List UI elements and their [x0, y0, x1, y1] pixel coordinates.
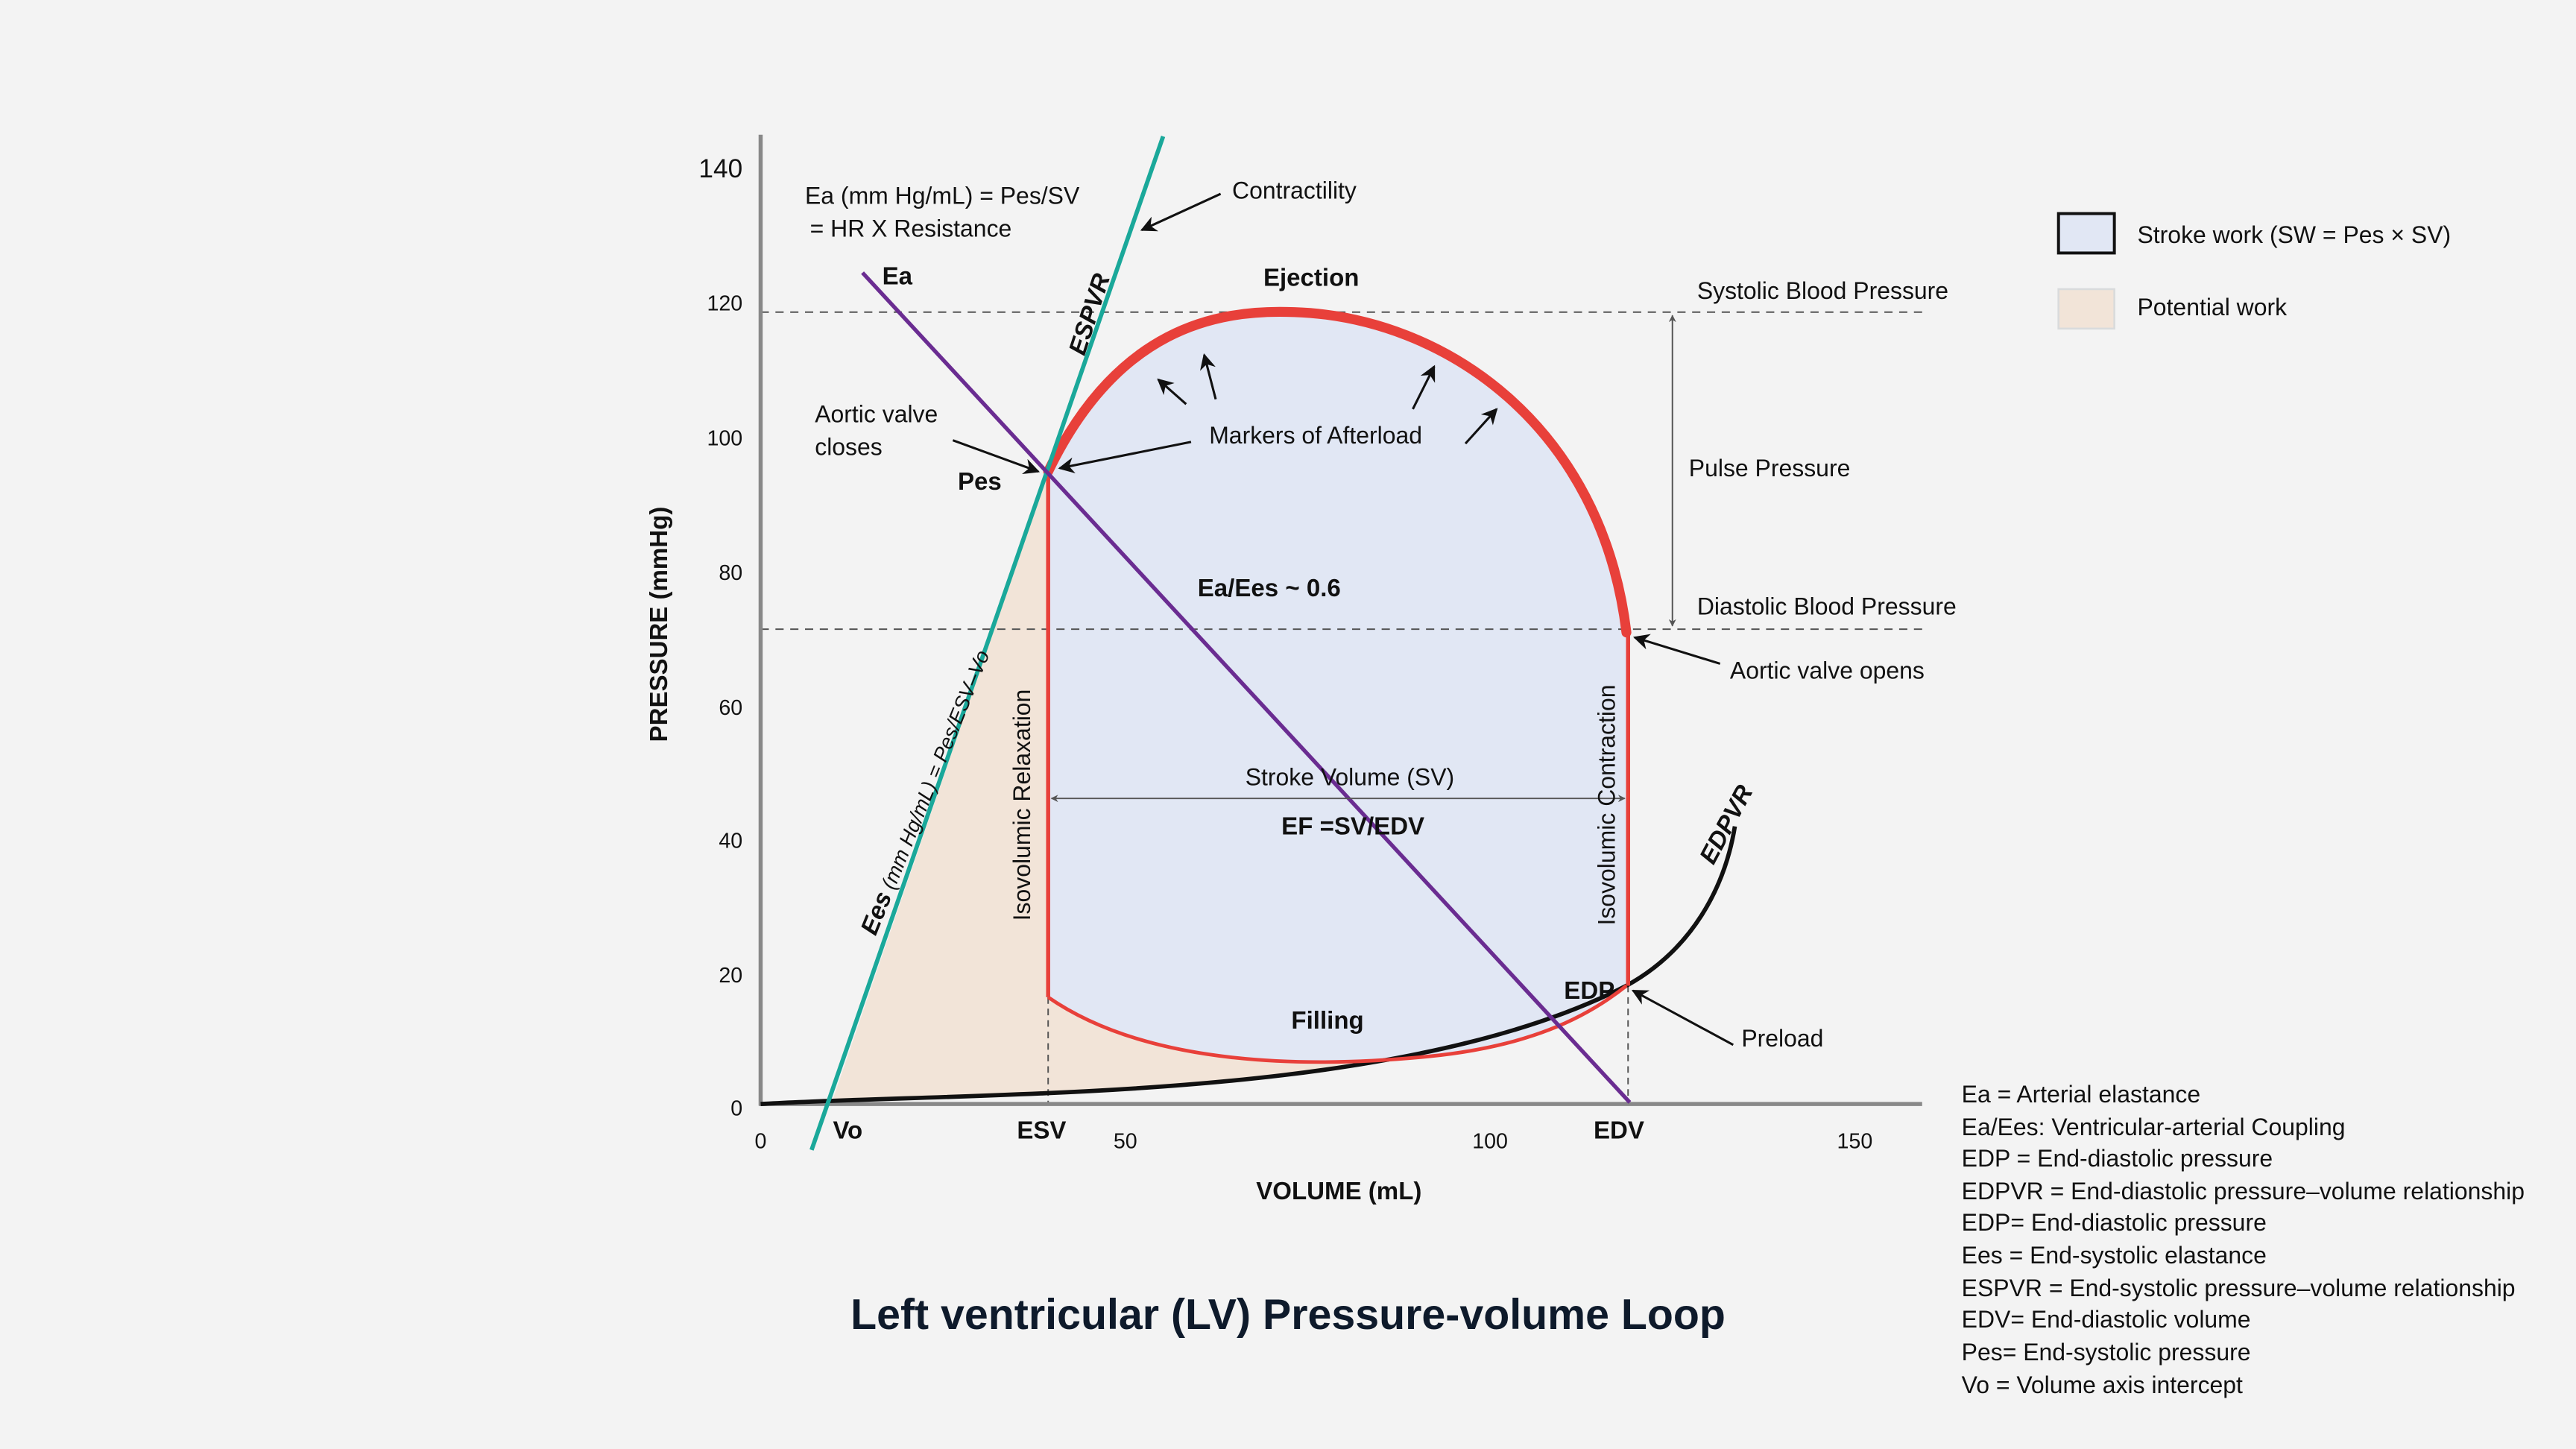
- aortic-valve-closes-label-2: closes: [815, 434, 883, 461]
- filling-label: Filling: [1291, 1007, 1363, 1035]
- pes-label: Pes: [958, 468, 1002, 496]
- edpvr-curve: [760, 826, 1737, 1107]
- pulse-pressure-label: Pulse Pressure: [1689, 455, 1851, 482]
- ea-formula-line1: Ea (mm Hg/mL) = Pes/SV: [805, 182, 1080, 209]
- isovolumic-contraction-label: Isovolumic Contraction: [1594, 684, 1620, 925]
- ea-line: [861, 271, 1632, 1104]
- y-tick: 120: [707, 292, 742, 316]
- preload-arrow: [1631, 989, 1734, 1046]
- contractility-arrow: [1140, 192, 1222, 232]
- aortic-valve-opens-label: Aortic valve opens: [1730, 657, 1925, 684]
- y-tick: 140: [698, 154, 742, 183]
- abbreviation-item: EDPVR = End-diastolic pressure–volume re…: [1962, 1178, 2525, 1205]
- aortic-valve-closes-label: Aortic valve: [815, 400, 938, 427]
- preload-label: Preload: [1741, 1025, 1823, 1052]
- ef-label: EF =SV/EDV: [1281, 813, 1424, 841]
- afterload-arrow-1: [1157, 378, 1187, 405]
- diagram-title: Left ventricular (LV) Pressure-volume Lo…: [850, 1291, 1726, 1339]
- stroke-work-area: [1048, 312, 1627, 1062]
- x-tick: 0: [755, 1130, 767, 1154]
- abbreviation-item: ESPVR = End-systolic pressure–volume rel…: [1962, 1275, 2516, 1301]
- legend-label-potential-work: Potential work: [2138, 294, 2288, 321]
- abbreviation-item: EDP = End-diastolic pressure: [1962, 1145, 2273, 1172]
- y-tick: 100: [707, 426, 742, 450]
- ea-ees-label: Ea/Ees ~ 0.6: [1198, 575, 1341, 602]
- ea-label: Ea: [883, 262, 913, 290]
- x-axis-label: VOLUME (mL): [1256, 1178, 1421, 1205]
- abbreviation-item: Ees = End-systolic elastance: [1962, 1242, 2267, 1269]
- y-tick: 80: [719, 561, 742, 585]
- y-tick: 20: [719, 964, 742, 988]
- legend-label-stroke-work: Stroke work (SW = Pes × SV): [2138, 221, 2452, 248]
- systolic-bp-label: Systolic Blood Pressure: [1697, 277, 1948, 304]
- afterload-arrow-3: [1412, 364, 1436, 410]
- loop-ejection: [1043, 306, 1632, 638]
- contractility-label: Contractility: [1232, 177, 1357, 204]
- afterload-arrow-main: [1058, 441, 1192, 473]
- x-tick: 100: [1472, 1130, 1508, 1154]
- edp-label: EDP: [1564, 977, 1614, 1005]
- diastolic-bp-label: Diastolic Blood Pressure: [1697, 593, 1957, 619]
- abbreviation-item: Pes= End-systolic pressure: [1962, 1339, 2251, 1366]
- espvr-line: [809, 135, 1166, 1151]
- ea-formula-line2: = HR X Resistance: [810, 215, 1012, 242]
- abbreviation-list: Ea = Arterial elastance Ea/Ees: Ventricu…: [1962, 1081, 2525, 1398]
- legend: Stroke work (SW = Pes × SV) Potential wo…: [2056, 212, 2452, 330]
- abbreviation-item: EDV= End-diastolic volume: [1962, 1306, 2251, 1333]
- ejection-label: Ejection: [1263, 265, 1360, 292]
- abbreviation-item: Vo = Volume axis intercept: [1962, 1371, 2243, 1398]
- vo-label: Vo: [833, 1117, 862, 1144]
- y-tick: 60: [719, 696, 742, 720]
- isovolumic-relaxation-label: Isovolumic Relaxation: [1008, 689, 1035, 921]
- aortic-valve-closes-arrow: [952, 439, 1041, 475]
- y-axis-label: PRESSURE (mmHg): [645, 507, 673, 742]
- stroke-volume-label: Stroke Volume (SV): [1246, 764, 1454, 791]
- x-tick: 150: [1837, 1130, 1873, 1154]
- y-tick: 0: [730, 1097, 742, 1121]
- x-tick: 50: [1114, 1130, 1137, 1154]
- afterload-arrow-2: [1200, 353, 1217, 400]
- edv-label: EDV: [1594, 1117, 1644, 1144]
- abbreviation-item: Ea = Arterial elastance: [1962, 1081, 2200, 1108]
- esv-label: ESV: [1017, 1117, 1066, 1144]
- loop-filling: [1046, 984, 1628, 1064]
- abbreviation-item: Ea/Ees: Ventricular-arterial Coupling: [1962, 1114, 2346, 1140]
- afterload-arrow-4: [1464, 408, 1498, 445]
- abbreviation-item: EDP= End-diastolic pressure: [1962, 1209, 2267, 1236]
- legend-swatch-stroke-work: [2056, 212, 2116, 255]
- aortic-valve-opens-arrow: [1632, 634, 1721, 665]
- legend-swatch-potential-work: [2057, 288, 2115, 330]
- markers-afterload-label: Markers of Afterload: [1209, 422, 1422, 449]
- y-tick: 40: [719, 829, 742, 853]
